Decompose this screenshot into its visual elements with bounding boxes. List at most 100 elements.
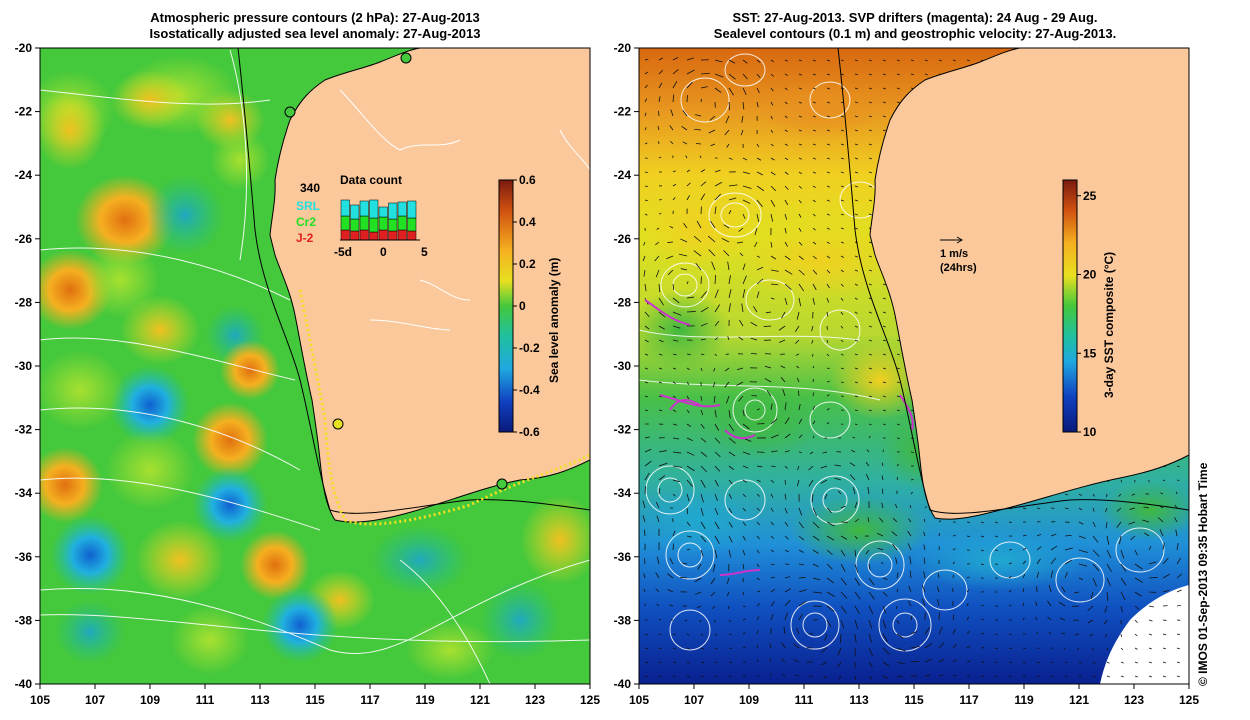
velocity-arrow <box>826 367 830 370</box>
velocity-arrow <box>1148 605 1155 608</box>
velocity-arrow <box>937 599 940 607</box>
left-cbar-tick-label: 0.6 <box>519 173 536 187</box>
velocity-arrow <box>756 408 760 411</box>
velocity-arrow <box>770 73 774 77</box>
velocity-arrow <box>826 577 835 584</box>
inset-histogram-bar <box>369 199 379 219</box>
velocity-arrow <box>782 673 786 677</box>
velocity-arrow <box>700 535 707 543</box>
velocity-arrow <box>1035 601 1038 607</box>
velocity-arrow <box>798 601 807 607</box>
left-map[interactable]: -20 -22 -24 -26 -28 -30 -32 -34 -36 -38 -40 105 107… <box>0 0 600 720</box>
velocity-arrow <box>658 297 664 306</box>
velocity-arrow <box>1148 619 1153 622</box>
velocity-arrow <box>812 521 820 529</box>
velocity-arrow <box>693 235 702 243</box>
velocity-arrow <box>882 367 886 370</box>
velocity-arrow <box>669 225 674 229</box>
velocity-arrow <box>1050 545 1058 551</box>
inset-legend-cr2: Cr2 <box>296 215 316 229</box>
velocity-arrow <box>700 451 708 457</box>
velocity-arrow <box>780 365 786 369</box>
velocity-arrow <box>736 367 744 371</box>
velocity-arrow <box>672 170 676 173</box>
velocity-arrow <box>882 115 886 118</box>
velocity-arrow <box>784 213 788 220</box>
velocity-arrow <box>796 479 800 487</box>
velocity-arrow <box>686 437 693 442</box>
velocity-arrow <box>938 658 945 663</box>
velocity-arrow <box>782 389 786 397</box>
velocity-arrow <box>644 311 650 318</box>
left-title-line1: Atmospheric pressure contours (2 hPa): 2… <box>150 10 480 25</box>
velocity-arrow <box>1022 661 1026 664</box>
velocity-arrow <box>826 591 835 597</box>
velocity-arrow <box>840 353 844 356</box>
velocity-arrow <box>1103 619 1108 625</box>
velocity-arrow <box>666 255 674 260</box>
velocity-arrow <box>1022 547 1027 551</box>
velocity-arrow <box>726 591 730 597</box>
velocity-arrow <box>756 603 761 607</box>
velocity-arrow <box>655 241 660 246</box>
velocity-arrow <box>798 535 805 541</box>
velocity-arrow <box>837 647 842 656</box>
velocity-arrow <box>742 618 746 621</box>
velocity-arrow <box>826 171 830 174</box>
velocity-arrow <box>695 262 702 271</box>
velocity-arrow <box>812 507 818 516</box>
velocity-arrow <box>938 59 942 62</box>
velocity-arrow <box>756 73 761 79</box>
velocity-arrow <box>728 197 737 201</box>
velocity-arrow <box>742 73 748 80</box>
velocity-arrow <box>798 115 802 118</box>
right-cbar-tick-label: 20 <box>1083 268 1097 282</box>
right-xtick-label: 121 <box>1069 693 1089 707</box>
velocity-arrow <box>936 586 940 593</box>
velocity-arrow <box>1174 517 1178 523</box>
velocity-arrow <box>820 647 828 653</box>
velocity-arrow <box>854 605 860 615</box>
velocity-arrow <box>700 98 702 103</box>
velocity-arrow <box>868 563 871 571</box>
velocity-arrow <box>881 488 884 495</box>
velocity-arrow <box>742 451 751 455</box>
velocity-arrow <box>1078 675 1082 678</box>
velocity-arrow <box>938 533 941 537</box>
velocity-arrow <box>1120 675 1124 678</box>
velocity-arrow <box>896 463 900 467</box>
velocity-arrow <box>868 661 873 668</box>
velocity-arrow <box>854 518 860 523</box>
velocity-arrow <box>742 507 746 512</box>
velocity-arrow <box>834 477 842 481</box>
velocity-arrow <box>686 535 692 538</box>
velocity-arrow <box>798 549 804 553</box>
velocity-arrow <box>658 213 662 215</box>
velocity-arrow <box>891 531 898 537</box>
left-cbar-tick-label: -0.4 <box>519 383 540 397</box>
velocity-arrow <box>924 642 933 649</box>
velocity-arrow <box>910 630 918 635</box>
velocity-arrow <box>700 306 709 313</box>
velocity-arrow <box>896 87 900 90</box>
velocity-arrow <box>1064 559 1073 565</box>
velocity-arrow <box>808 465 814 471</box>
right-map[interactable]: 1 m/s (24hrs) -20 -22 -24 -26 -28 -30 -32 -34 -3… <box>600 0 1250 720</box>
velocity-arrow <box>784 185 789 190</box>
velocity-arrow <box>798 199 802 204</box>
velocity-arrow <box>952 548 956 551</box>
left-map-content <box>40 48 590 684</box>
velocity-arrow <box>700 409 704 416</box>
velocity-arrow <box>737 241 744 244</box>
inset-histogram-bar <box>369 217 379 233</box>
velocity-arrow <box>657 126 660 131</box>
velocity-arrow <box>784 599 791 607</box>
velocity-arrow <box>854 129 858 132</box>
velocity-arrow <box>723 250 730 257</box>
velocity-arrow <box>796 627 800 635</box>
velocity-arrow <box>937 573 940 579</box>
velocity-arrow <box>655 588 660 593</box>
velocity-arrow <box>742 563 745 570</box>
velocity-arrow <box>1106 647 1109 651</box>
velocity-arrow <box>840 605 847 614</box>
